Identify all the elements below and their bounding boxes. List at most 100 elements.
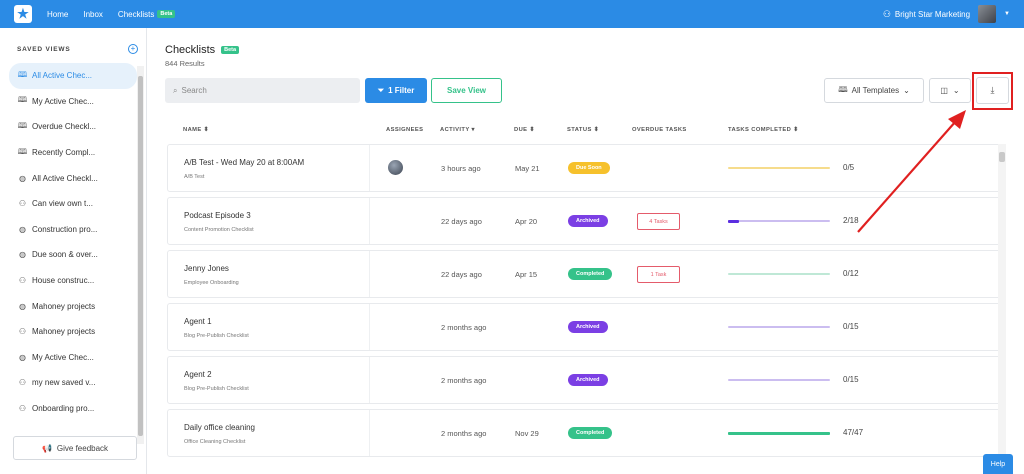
activity-time: 22 days ago [441,217,482,226]
columns-dropdown[interactable]: ◫ ⌄ [929,78,971,103]
status-badge: Completed [568,427,613,439]
search-input[interactable]: ⌕ Search [165,78,360,103]
sidebar-item-saved-view[interactable]: ◍ Mahoney projects [9,293,137,319]
book-icon: 🕮 [17,146,28,156]
sidebar-item-saved-view[interactable]: ⚇ House construc... [9,268,137,294]
row-divider [369,251,370,297]
chevron-down-icon[interactable]: ▼ [1004,11,1010,17]
header-due-label: DUE [514,127,528,133]
header-overdue-tasks: OVERDUE TASKS [632,127,687,133]
nav-inbox[interactable]: Inbox [83,9,103,19]
activity-time: 3 hours ago [441,164,481,173]
globe-icon: ◍ [19,173,26,183]
sidebar-item-saved-view[interactable]: ◍ Due soon & over... [9,242,137,268]
table-scrollbar[interactable] [998,144,1006,464]
header-status-label: STATUS [567,127,592,133]
globe-icon: ◍ [19,301,26,311]
sidebar-scrollbar[interactable] [137,66,144,444]
tasks-completed-count: 0/15 [843,322,859,331]
sidebar-item-saved-view[interactable]: 🕮 My Active Chec... [9,89,137,115]
table-row[interactable]: Agent 1 Blog Pre-Publish Checklist 2 month… [167,303,1005,351]
add-saved-view-icon[interactable]: + [128,44,138,54]
download-button[interactable]: ⤓ [976,77,1009,104]
give-feedback-button[interactable]: 📢 Give feedback [13,436,137,460]
header-activity[interactable]: ACTIVITY ▾ [440,127,475,133]
sidebar-item-saved-view[interactable]: ◍ My Active Chec... [9,345,137,371]
checklist-template: A/B Test [184,174,205,180]
sidebar-item-saved-view[interactable]: ◍ Construction pro... [9,217,137,243]
give-feedback-label: Give feedback [56,443,109,453]
sidebar-item-saved-view[interactable]: ⚇ my new saved v... [9,370,137,396]
sidebar-item-saved-view[interactable]: 🕮 Overdue Checkl... [9,114,137,140]
sidebar-item-label: my new saved v... [32,378,96,388]
users-icon: ⚇ [18,404,27,414]
progress-bar [728,379,830,381]
sidebar-item-label: My Active Chec... [32,352,94,362]
due-date: Apr 20 [515,217,538,226]
sidebar-item-saved-view[interactable]: ⚇ Can view own t... [9,191,137,217]
sidebar-item-saved-view[interactable]: ◍ All Active Checkl... [9,165,137,191]
checklist-name[interactable]: Agent 1 [184,317,212,326]
table-row[interactable]: A/B Test - Wed May 20 at 8:00AM A/B Test 3… [167,144,1005,192]
globe-icon: ◍ [19,250,26,260]
table-row[interactable]: Jenny Jones Employee Onboarding 22 days ag… [167,250,1005,298]
book-icon: 🕮 [17,95,28,105]
status-badge: Archived [568,215,608,227]
row-divider [369,357,370,403]
megaphone-icon: 📢 [41,443,52,453]
nav-checklists[interactable]: Checklists Beta [117,9,176,19]
sidebar-item-saved-view[interactable]: ⚇ Mahoney projects [9,319,137,345]
progress-bar [728,219,830,223]
all-templates-dropdown[interactable]: 🕮 All Templates ⌄ [824,78,924,103]
header-completed-label: TASKS COMPLETED [728,127,792,133]
table-row[interactable]: Daily office cleaning Office Cleaning Che… [167,409,1005,457]
header-activity-label: ACTIVITY [440,127,470,133]
tasks-completed-count: 0/5 [843,163,855,172]
tasks-completed-count: 0/15 [843,375,859,384]
organization-name[interactable]: Bright Star Marketing [894,9,971,19]
due-date: May 21 [515,164,540,173]
checklist-name[interactable]: Jenny Jones [184,264,229,273]
activity-time: 2 months ago [441,429,487,438]
table-scrollbar-thumb[interactable] [999,152,1005,162]
checklist-name[interactable]: Podcast Episode 3 [184,211,251,220]
table-row[interactable]: Podcast Episode 3 Content Promotion Check… [167,197,1005,245]
top-navigation-bar: ★ Home Inbox Checklists Beta ⚇ Bright Sta… [0,0,1024,28]
templates-label: All Templates [851,86,900,95]
overdue-tasks-badge[interactable]: 1 Task [637,266,680,283]
nav-checklists-label: Checklists [117,9,155,19]
progress-bar [728,167,830,169]
book-icon: 🕮 [838,84,848,94]
due-date: Apr 15 [515,270,538,279]
overdue-tasks-badge[interactable]: 4 Tasks [637,213,680,230]
header-status[interactable]: STATUS ⬍ [567,127,600,133]
beta-badge: Beta [221,46,240,54]
sidebar-item-label: Overdue Checkl... [32,122,97,132]
chevron-down-icon: ⌄ [952,86,960,95]
row-divider [369,304,370,350]
sidebar-item-saved-view[interactable]: ⚇ Onboarding pro... [9,396,137,422]
sidebar-item-saved-view[interactable]: 🕮 Recently Compl... [9,140,137,166]
download-highlight-box [972,72,1013,110]
save-view-button[interactable]: Save View [431,78,502,103]
sidebar-item-label: Onboarding pro... [32,404,95,414]
app-logo[interactable]: ★ [14,5,32,23]
beta-badge: Beta [157,10,176,19]
checklist-name[interactable]: Agent 2 [184,370,212,379]
sidebar-item-saved-view[interactable]: 🕮 All Active Chec... [9,63,137,89]
status-badge: Archived [568,321,608,333]
checklist-name[interactable]: A/B Test - Wed May 20 at 8:00AM [184,158,305,167]
filter-button[interactable]: ⏷ 1 Filter [365,78,427,103]
header-name[interactable]: NAME ⬍ [183,127,209,133]
checklist-name[interactable]: Daily office cleaning [184,423,256,432]
table-row[interactable]: Agent 2 Blog Pre-Publish Checklist 2 month… [167,356,1005,404]
user-avatar[interactable] [978,5,997,23]
assignee-avatar[interactable] [388,160,403,175]
header-tasks-completed[interactable]: TASKS COMPLETED ⬍ [728,127,799,133]
tasks-completed-count: 0/12 [843,269,859,278]
nav-home[interactable]: Home [47,9,69,19]
help-button[interactable]: Help [983,454,1013,474]
filter-icon: ⏷ [377,85,385,95]
header-due[interactable]: DUE ⬍ [514,127,535,133]
sidebar-scrollbar-thumb[interactable] [138,76,143,436]
